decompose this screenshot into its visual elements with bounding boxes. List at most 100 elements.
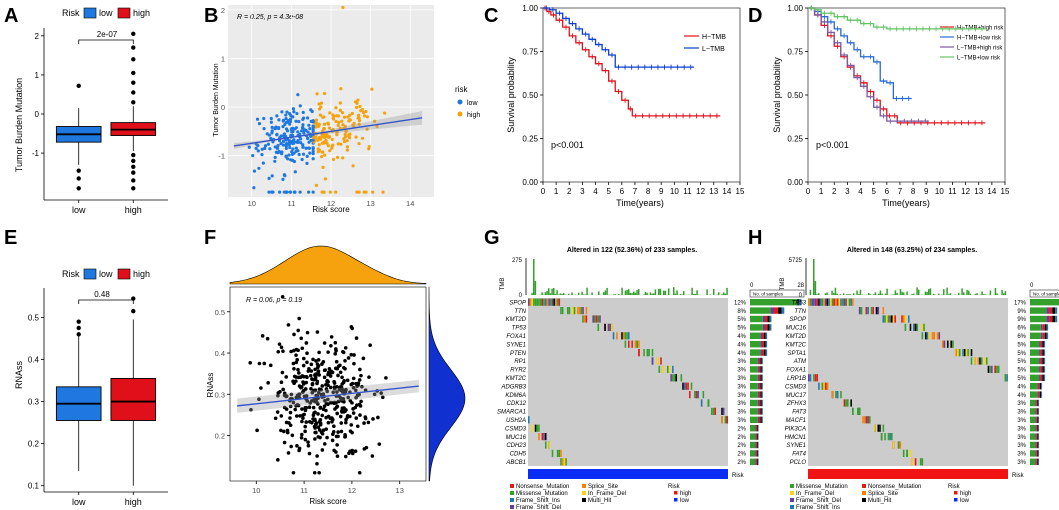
gene-percent: 2% [737, 452, 746, 458]
y-tick-label: 1.00 [522, 4, 538, 13]
x-tick-label: 0 [806, 187, 811, 196]
mutation-tile [648, 349, 650, 357]
mutation-tile [991, 365, 993, 373]
tmb-bar [906, 291, 908, 295]
data-point [309, 399, 314, 403]
gene-freq-bar [1041, 391, 1043, 398]
data-point [276, 349, 281, 354]
tmb-bar [879, 290, 882, 295]
data-point [304, 380, 309, 385]
mutation-tile [865, 416, 868, 424]
mutation-tile [533, 298, 535, 306]
point-high [373, 119, 377, 123]
tmb-bar [849, 294, 852, 295]
mutation-tile [543, 298, 545, 306]
legend-item: Missense_Mutation [516, 491, 568, 497]
data-point [301, 416, 305, 420]
legend-label-ltmb: L−TMB [702, 46, 725, 53]
data-point [354, 416, 359, 420]
point-low [300, 126, 305, 130]
x-tick-label: 10 [670, 187, 679, 196]
outlier-point [131, 164, 136, 169]
point-high [365, 127, 369, 131]
outlier-point [131, 308, 136, 314]
data-point [334, 359, 339, 364]
data-point [318, 406, 323, 410]
gene-freq-bar [1037, 391, 1039, 398]
data-point [349, 352, 354, 357]
gene-freq-bar [798, 299, 802, 306]
gene-percent: 2% [737, 443, 746, 449]
data-point [284, 375, 289, 379]
tmb-bar [551, 288, 553, 295]
point-low [262, 127, 266, 131]
gene-freq-bar [757, 425, 758, 432]
gene-freq-bar [1030, 307, 1047, 314]
mutation-tile [901, 315, 903, 323]
gene-freq-bar [750, 341, 761, 348]
gene-freq-bar [1040, 366, 1043, 373]
point-high [335, 130, 339, 135]
tmb-bar [816, 294, 818, 295]
point-high [338, 101, 342, 105]
outlier-point [131, 152, 136, 158]
data-point [306, 440, 310, 444]
point-high [336, 123, 340, 127]
legend-item: Splice_Site [868, 491, 899, 497]
gene-freq-bar [762, 341, 765, 348]
data-point [299, 336, 304, 341]
mutation-tile [628, 332, 630, 340]
data-point [279, 428, 283, 433]
x-tick-label: 2 [832, 187, 837, 196]
oncoplot-grid [808, 298, 1008, 466]
tmb-bar [709, 294, 712, 295]
gene-percent: 2% [737, 426, 746, 432]
mutation-tile [887, 315, 890, 323]
gene-label: SPOP [509, 300, 526, 306]
point-high [355, 190, 359, 194]
mutation-tile [831, 391, 834, 399]
mutation-tile [860, 307, 863, 315]
gene-percent: 4% [1017, 393, 1026, 399]
mutation-tile [580, 307, 583, 315]
gene-freq-bar [765, 324, 768, 331]
gene-percent: 5% [1017, 368, 1026, 374]
tmb-label: TMB [780, 278, 786, 291]
gene-freq-bar [757, 416, 759, 423]
point-high [317, 143, 321, 147]
point-low [282, 173, 287, 177]
data-point [320, 384, 325, 388]
y-tick-label: 0.00 [787, 178, 803, 187]
mutation-tile [660, 357, 662, 365]
mutation-tile [894, 315, 896, 323]
legend-label-high: high [133, 8, 150, 18]
data-point [363, 388, 368, 392]
gene-freq-bar [760, 408, 762, 415]
data-point [325, 389, 330, 394]
gene-freq-bar [761, 383, 763, 390]
gene-label: TTN [514, 309, 526, 315]
data-point [352, 353, 356, 357]
data-point [343, 434, 348, 439]
gene-freq-bar [1036, 441, 1038, 449]
data-point [331, 390, 336, 395]
data-point [325, 378, 330, 383]
mutation-tile [996, 365, 998, 373]
gene-freq-bar [1044, 332, 1047, 339]
point-high [339, 87, 343, 91]
data-point [296, 367, 300, 372]
mutation-tile [700, 399, 703, 407]
data-point [305, 375, 309, 380]
mutation-tile [858, 407, 861, 415]
data-point [339, 421, 344, 425]
mutation-tile [722, 407, 725, 415]
tmb-bar [659, 288, 662, 295]
gene-label: PCLO [790, 460, 807, 466]
x-axis-title: Time(years) [616, 198, 664, 208]
point-low [311, 125, 315, 130]
tmb-bar [629, 292, 632, 295]
gene-freq-bar [1037, 408, 1039, 415]
gene-percent: 5% [737, 317, 746, 323]
gene-freq-bar [750, 349, 761, 356]
gene-freq-bar [1030, 315, 1047, 323]
